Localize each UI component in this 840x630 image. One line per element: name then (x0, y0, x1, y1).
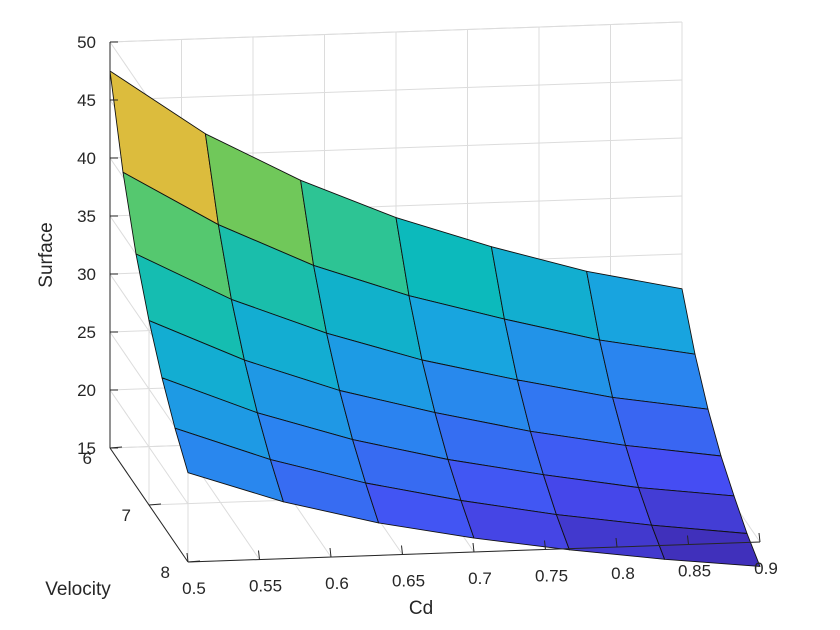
grid-back-horizontal (109, 79, 683, 101)
z-tick-label: 50 (77, 33, 96, 52)
x-tick-mark (544, 540, 546, 550)
z-tick-label: 25 (77, 323, 96, 342)
z-tick-label: 30 (77, 265, 96, 284)
x-tick-label: 0.65 (392, 572, 425, 591)
y-axis-label: Velocity (45, 579, 111, 600)
label-layer: Cd Velocity Surface 0.5 0.55 0.6 0.65 0.7 0.7… (36, 33, 778, 619)
z-axis-label: Surface (36, 222, 57, 287)
x-tick-label: 0.6 (325, 574, 349, 593)
x-tick-label: 0.5 (182, 579, 206, 598)
surface-layer (109, 70, 761, 567)
z-tick-label: 40 (77, 149, 96, 168)
y-tick-label: 7 (122, 506, 131, 525)
x-tick-mark (401, 545, 403, 555)
x-tick-label: 0.8 (611, 564, 635, 583)
x-tick-mark (329, 547, 332, 558)
z-tick-label: 20 (77, 381, 96, 400)
x-tick-mark (186, 552, 189, 563)
grid-back-top-edge (109, 21, 683, 43)
axis-layer (109, 41, 761, 563)
z-tick-label: 15 (77, 439, 96, 458)
x-tick-mark (687, 535, 689, 545)
x-tick-mark (472, 542, 475, 553)
z-tick-label: 35 (77, 207, 96, 226)
surface-patch (651, 524, 761, 567)
x-tick-mark (615, 537, 618, 548)
x-tick-label: 0.75 (535, 567, 568, 586)
z-tick-label: 45 (77, 91, 96, 110)
x-tick-label: 0.7 (468, 569, 492, 588)
x-tick-label: 0.55 (249, 577, 282, 596)
x-tick-mark (258, 550, 260, 560)
y-tick-label: 8 (161, 563, 170, 582)
x-tick-mark (758, 532, 761, 543)
y-tick-mark (187, 560, 201, 563)
x-tick-label: 0.9 (754, 559, 778, 578)
y-tick-label: 6 (83, 449, 92, 468)
y-tick-mark (148, 503, 162, 506)
x-tick-label: 0.85 (678, 562, 711, 581)
x-axis-label: Cd (409, 598, 433, 619)
